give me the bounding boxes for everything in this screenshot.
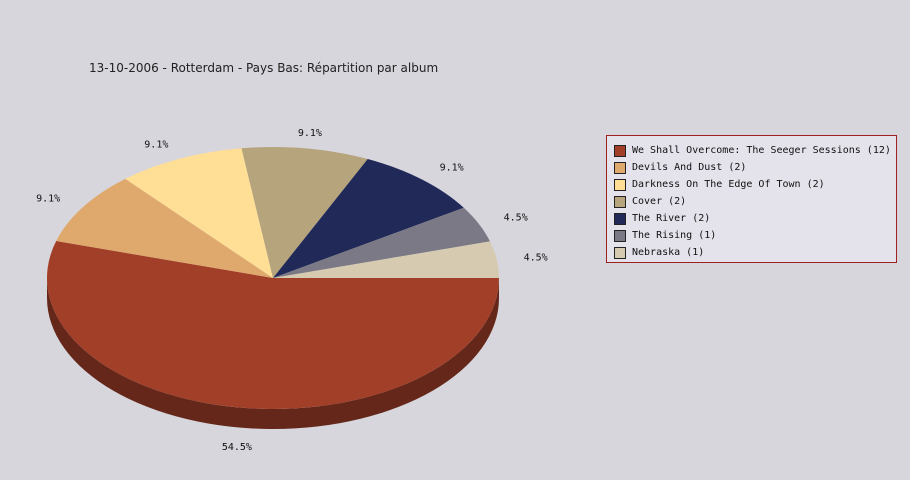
pie-slices [47,146,499,409]
pie-labels: 54.5% 9.1% 9.1% 9.1% 9.1% 4.5% 4.5% [36,128,548,453]
pie-slice-0 [47,241,499,409]
legend-item-6: Nebraska (1) [614,244,896,261]
legend-label-6: Nebraska (1) [632,247,705,258]
pie-label-4: 9.1% [440,163,464,174]
legend-item-5: The Rising (1) [614,227,896,244]
legend-swatch-6 [614,246,626,259]
legend-label-2: Darkness On The Edge Of Town (2) [632,179,825,190]
pie-label-1: 9.1% [36,194,60,205]
legend-item-3: Cover (2) [614,193,896,210]
pie-label-2: 9.1% [144,139,168,150]
chart-title: 13-10-2006 - Rotterdam - Pays Bas: Répar… [89,61,439,75]
pie-slice-4 [273,159,464,278]
legend-label-5: The Rising (1) [632,230,717,241]
pie-slice-6 [273,241,499,278]
pie-slice-2 [125,148,273,278]
legend-swatch-5 [614,229,626,242]
legend-swatch-3 [614,195,626,208]
legend-label-0: We Shall Overcome: The Seeger Sessions (… [632,145,891,156]
legend-item-4: The River (2) [614,210,896,227]
legend-item-1: Devils And Dust (2) [614,159,896,176]
legend-item-2: Darkness On The Edge Of Town (2) [614,176,896,193]
pie-label-5: 4.5% [504,213,528,224]
legend-label-4: The River (2) [632,213,711,224]
legend: We Shall Overcome: The Seeger Sessions (… [606,135,897,263]
legend-swatch-0 [614,144,626,157]
pie-label-6: 4.5% [524,252,548,263]
pie-label-3: 9.1% [298,128,322,139]
pie-slice-1 [56,178,274,278]
pie-slice-5 [273,207,491,278]
legend-swatch-1 [614,161,626,174]
pie-slice-3 [241,146,368,278]
legend-swatch-4 [614,212,626,225]
legend-swatch-2 [614,178,626,191]
legend-label-1: Devils And Dust (2) [632,162,747,173]
legend-label-3: Cover (2) [632,196,687,207]
pie-label-0: 54.5% [222,442,252,453]
legend-item-0: We Shall Overcome: The Seeger Sessions (… [614,142,896,159]
